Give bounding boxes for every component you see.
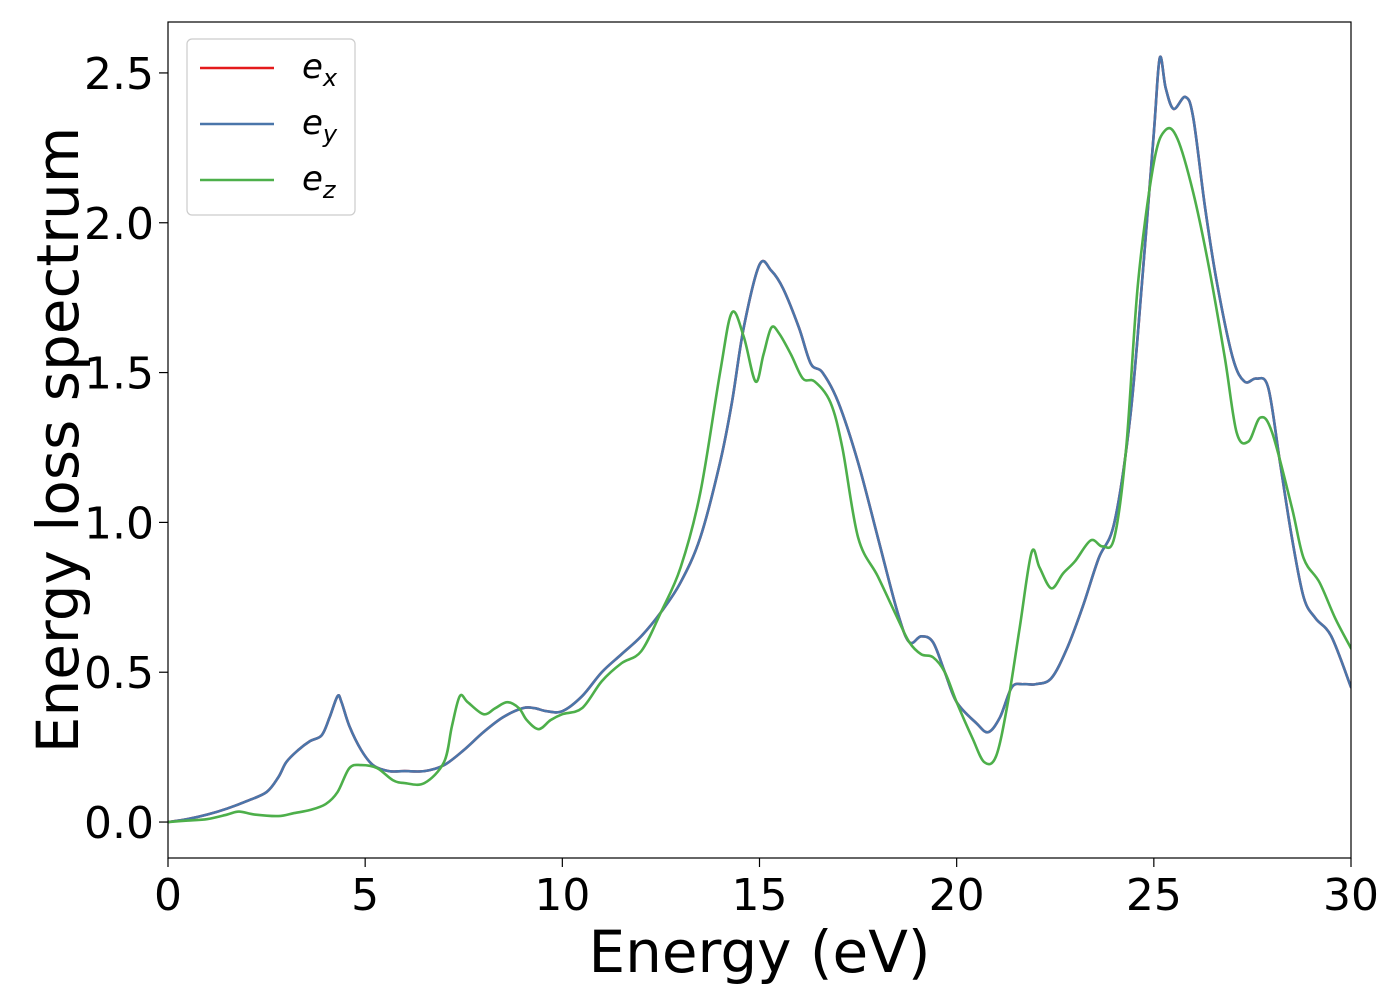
- y-axis: 0.0 0.5 1.0 1.5 2.0 2.5: [84, 49, 168, 849]
- y-tick-label: 1.5: [84, 349, 154, 400]
- series-line-ey: [168, 55, 1351, 824]
- x-tick-label: 5: [351, 870, 379, 921]
- series-layer: [168, 55, 1351, 824]
- x-tick-label: 25: [1126, 870, 1182, 921]
- x-axis: 0 5 10 15 20 25 30: [154, 858, 1379, 921]
- y-tick-label: 2.5: [84, 49, 154, 100]
- x-axis-label: Energy (eV): [588, 918, 930, 986]
- x-tick-label: 15: [732, 870, 788, 921]
- legend: ex ey ez: [186, 38, 356, 216]
- y-tick-label: 1.0: [84, 498, 154, 549]
- y-tick-label: 0.0: [84, 798, 154, 849]
- legend-entry: ey: [302, 103, 338, 148]
- x-tick-label: 0: [154, 870, 182, 921]
- y-tick-label: 2.0: [84, 199, 154, 250]
- x-tick-label: 20: [929, 870, 985, 921]
- series-line-ez: [168, 126, 1351, 824]
- legend-entry: ex: [302, 47, 338, 92]
- x-tick-label: 30: [1323, 870, 1379, 921]
- x-tick-label: 10: [534, 870, 590, 921]
- legend-entry: ez: [302, 159, 337, 204]
- y-axis-label: Energy loss spectrum: [24, 127, 92, 753]
- y-tick-label: 0.5: [84, 648, 154, 699]
- legend-box: [186, 38, 356, 216]
